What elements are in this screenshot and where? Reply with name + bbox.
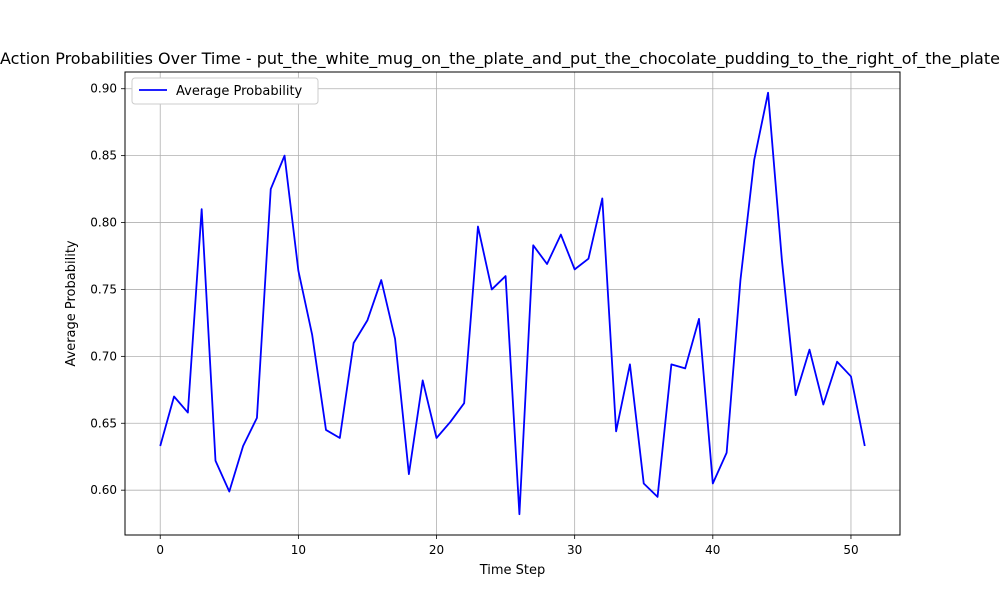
x-tick-label: 20 [429,543,444,557]
chart-title: Action Probabilities Over Time - put_the… [0,49,1000,69]
series-layer [159,91,866,516]
y-tick-label: 0.65 [90,416,117,430]
x-tick-label: 10 [291,543,306,557]
y-tick-label: 0.85 [90,149,117,163]
plot-frame [124,71,901,536]
series-line [159,91,866,516]
legend: Average Probability [131,77,319,105]
x-axis-ticks: 0 10 20 30 40 50 [156,535,859,557]
y-tick-label: 0.60 [90,483,117,497]
x-tick-label: 50 [843,543,858,557]
y-axis-ticks: 0.60 0.65 0.70 0.75 0.80 0.85 0.90 [90,82,125,497]
x-tick-label: 40 [705,543,720,557]
y-tick-label: 0.75 [90,282,117,296]
legend-box [131,77,319,105]
x-tick-label: 0 [156,543,164,557]
x-axis-label: Time Step [479,563,546,578]
x-tick-label: 30 [567,543,582,557]
y-tick-label: 0.90 [90,82,117,96]
y-tick-label: 0.70 [90,349,117,363]
y-tick-label: 0.80 [90,216,117,230]
legend-label: Average Probability [176,84,303,99]
y-axis-label: Average Probability [64,240,79,367]
